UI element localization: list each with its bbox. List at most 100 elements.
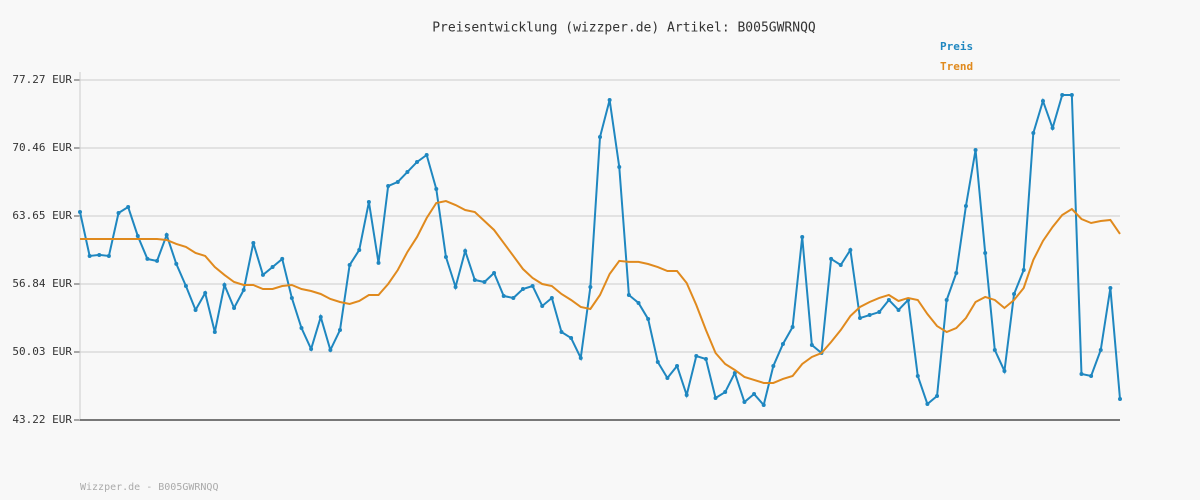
- point-marker: [617, 164, 622, 169]
- point-marker: [145, 256, 150, 261]
- point-marker: [1031, 131, 1036, 136]
- point-marker: [896, 307, 901, 312]
- point-marker: [289, 295, 294, 300]
- point-marker: [318, 315, 323, 320]
- point-marker: [116, 211, 121, 216]
- point-marker: [886, 297, 891, 302]
- point-marker: [944, 297, 949, 302]
- point-marker: [925, 402, 930, 407]
- point-marker: [569, 336, 574, 341]
- point-marker: [655, 359, 660, 364]
- point-marker: [482, 280, 487, 285]
- point-marker: [578, 355, 583, 360]
- point-marker: [1002, 368, 1007, 373]
- point-marker: [1050, 126, 1055, 131]
- point-marker: [472, 278, 477, 283]
- footer: Wizzper.de - B005GWRNQQ: [80, 482, 218, 493]
- point-marker: [1060, 92, 1065, 97]
- point-marker: [675, 363, 680, 368]
- point-marker: [954, 271, 959, 276]
- point-marker: [347, 263, 352, 268]
- point-marker: [800, 234, 805, 239]
- point-marker: [328, 348, 333, 353]
- point-marker: [973, 147, 978, 152]
- point-marker: [848, 247, 853, 252]
- point-marker: [338, 328, 342, 333]
- point-marker: [963, 204, 968, 209]
- point-marker: [858, 316, 862, 321]
- point-marker: [260, 272, 265, 277]
- point-marker: [771, 363, 776, 368]
- point-marker: [174, 261, 179, 266]
- point-marker: [1098, 348, 1103, 353]
- point-marker: [559, 330, 564, 335]
- point-marker: [1108, 285, 1113, 290]
- legend-entry: Preis: [940, 40, 973, 53]
- point-marker: [183, 283, 188, 288]
- point-marker: [703, 356, 708, 361]
- point-marker: [588, 284, 593, 289]
- y-tick-label: 63.65 EUR: [12, 209, 72, 222]
- point-marker: [386, 184, 391, 189]
- point-marker: [1021, 268, 1026, 273]
- point-marker: [761, 403, 766, 408]
- series-line: [79, 93, 1121, 408]
- point-marker: [1118, 397, 1122, 402]
- point-marker: [935, 394, 940, 399]
- point-marker: [780, 342, 785, 347]
- point-marker: [453, 284, 458, 289]
- y-tick-label: 43.22 EUR: [12, 413, 72, 426]
- point-marker: [241, 287, 246, 292]
- point-marker: [299, 326, 304, 331]
- point-marker: [1079, 371, 1084, 376]
- point-marker: [164, 232, 169, 237]
- point-marker: [713, 396, 718, 401]
- point-marker: [723, 390, 728, 395]
- point-marker: [126, 205, 131, 210]
- point-marker: [742, 400, 747, 405]
- point-marker: [809, 343, 814, 348]
- point-marker: [549, 295, 554, 300]
- y-tick-label: 50.03 EUR: [12, 345, 72, 358]
- point-marker: [87, 253, 92, 258]
- point-marker: [684, 393, 689, 398]
- point-marker: [501, 293, 506, 298]
- point-marker: [443, 254, 448, 259]
- point-marker: [415, 159, 420, 164]
- point-marker: [626, 292, 631, 297]
- y-tick-label: 56.84 EUR: [12, 277, 72, 290]
- point-marker: [212, 330, 217, 335]
- point-marker: [97, 252, 102, 257]
- point-marker: [530, 283, 535, 288]
- point-marker: [222, 282, 227, 287]
- point-marker: [78, 210, 82, 215]
- point-marker: [270, 265, 275, 270]
- point-marker: [492, 271, 497, 276]
- point-marker: [232, 305, 237, 310]
- y-tick-label: 77.27 EUR: [12, 73, 72, 86]
- point-marker: [598, 135, 602, 140]
- point-marker: [280, 256, 285, 261]
- point-marker: [155, 258, 160, 263]
- point-marker: [829, 256, 834, 261]
- point-marker: [463, 248, 468, 253]
- chart-title: Preisentwicklung (wizzper.de) Artikel: B…: [432, 21, 816, 36]
- point-marker: [915, 373, 920, 378]
- point-marker: [251, 240, 256, 245]
- point-marker: [992, 348, 997, 353]
- point-marker: [877, 310, 882, 315]
- point-marker: [309, 347, 314, 352]
- point-marker: [106, 253, 111, 258]
- point-marker: [983, 250, 988, 255]
- point-marker: [790, 325, 795, 330]
- point-marker: [1040, 98, 1045, 103]
- point-marker: [357, 247, 362, 252]
- point-marker: [732, 370, 737, 375]
- series-line: [80, 199, 1121, 384]
- point-marker: [203, 290, 208, 295]
- point-marker: [694, 353, 699, 358]
- point-marker: [646, 317, 651, 322]
- legend-entry: Trend: [940, 60, 973, 73]
- point-marker: [1069, 92, 1074, 97]
- point-marker: [540, 303, 545, 308]
